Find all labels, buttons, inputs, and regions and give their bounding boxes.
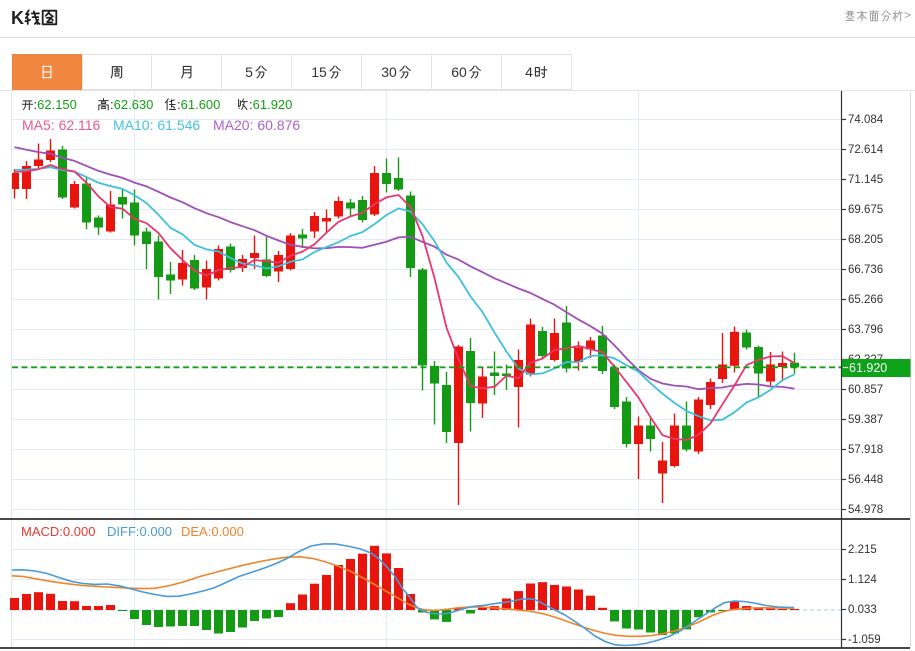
svg-text:72.614: 72.614	[848, 144, 884, 156]
svg-text:57.918: 57.918	[848, 444, 883, 456]
svg-text:54.978: 54.978	[848, 504, 883, 516]
svg-text:69.675: 69.675	[848, 204, 883, 216]
svg-text:63.796: 63.796	[848, 324, 883, 336]
svg-text:56.448: 56.448	[848, 474, 883, 486]
svg-text:68.205: 68.205	[848, 234, 883, 246]
svg-text:0.033: 0.033	[848, 604, 877, 616]
svg-text:-1.059: -1.059	[848, 634, 881, 646]
svg-text:1.124: 1.124	[848, 574, 877, 586]
svg-text:61.920: 61.920	[849, 361, 887, 375]
svg-text:65.266: 65.266	[848, 294, 883, 306]
svg-text:71.145: 71.145	[848, 174, 883, 186]
svg-text:59.387: 59.387	[848, 414, 883, 426]
svg-text:2.215: 2.215	[848, 544, 877, 556]
svg-text:66.736: 66.736	[848, 264, 883, 276]
svg-text:60.857: 60.857	[848, 384, 883, 396]
svg-text:74.084: 74.084	[848, 114, 884, 126]
